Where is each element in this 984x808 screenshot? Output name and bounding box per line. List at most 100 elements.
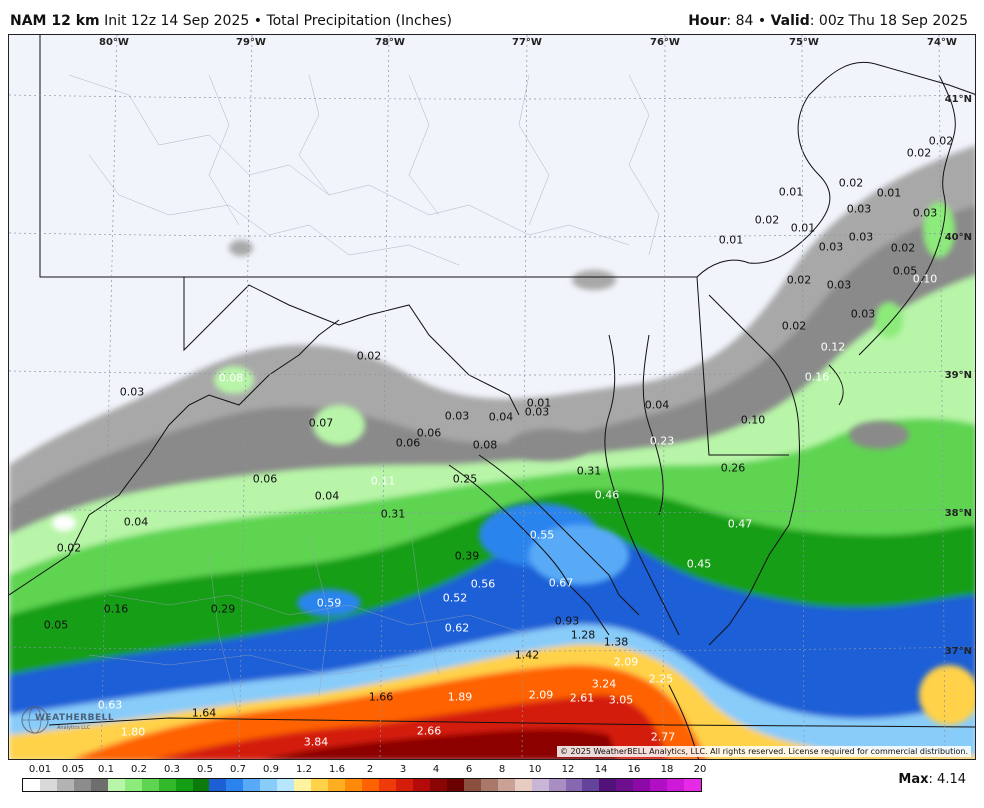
precip-value-label: 0.05 [43, 618, 69, 632]
precip-value-label: 0.31 [576, 464, 602, 478]
precip-value-label: 0.26 [720, 461, 746, 475]
precip-value-label: 0.03 [524, 405, 550, 419]
precip-value-label: 0.03 [818, 240, 844, 254]
legend-swatch [192, 779, 210, 791]
legend-swatch [328, 779, 346, 791]
legend-swatch [124, 779, 142, 791]
legend-swatch [582, 779, 600, 791]
precip-value-label: 0.03 [846, 202, 872, 216]
legend-tick-label: 18 [660, 764, 674, 775]
state-borders [9, 35, 975, 759]
precip-value-label: 1.64 [191, 706, 217, 720]
precip-value-label: 0.47 [727, 517, 753, 531]
legend-tick-label: 2 [366, 764, 374, 775]
legend-tick-label: 12 [561, 764, 575, 775]
precip-value-label: 1.28 [570, 628, 596, 642]
precip-value-label: 0.03 [912, 206, 938, 220]
precip-value-label: 0.11 [370, 474, 396, 488]
precip-value-label: 2.77 [650, 730, 676, 744]
precip-value-label: 0.03 [826, 278, 852, 292]
logo-text: WEATHERBELL [35, 713, 115, 723]
precip-value-label: 0.06 [252, 472, 278, 486]
lon-label-77w: 77°W [512, 37, 542, 48]
precip-value-label: 0.62 [444, 621, 470, 635]
precip-value-label: 0.52 [442, 591, 468, 605]
precip-value-label: 0.63 [97, 698, 123, 712]
map-canvas [9, 35, 975, 759]
precip-value-label: 0.02 [56, 541, 82, 555]
precip-value-label: 0.02 [356, 349, 382, 363]
legend-tick-label: 10 [528, 764, 542, 775]
legend-tick-label: 0.2 [131, 764, 147, 775]
precip-value-label: 2.09 [613, 655, 639, 669]
legend-swatch [463, 779, 481, 791]
lon-label-75w: 75°W [789, 37, 819, 48]
precip-value-label: 1.89 [447, 690, 473, 704]
precip-value-label: 0.46 [594, 488, 620, 502]
precip-value-label: 0.08 [472, 438, 498, 452]
legend-swatch [175, 779, 193, 791]
precip-value-label: 0.16 [804, 370, 830, 384]
precip-value-label: 2.66 [416, 724, 442, 738]
precip-value-label: 0.25 [452, 472, 478, 486]
precip-field [9, 145, 975, 759]
precip-value-label: 0.03 [848, 230, 874, 244]
precip-value-label: 0.01 [876, 186, 902, 200]
precip-value-label: 0.03 [444, 409, 470, 423]
header-separator: • [253, 13, 262, 29]
header-separator-2: • [757, 13, 767, 29]
precip-value-label: 2.09 [528, 688, 554, 702]
precip-value-label: 1.38 [603, 635, 629, 649]
legend-swatch [73, 779, 91, 791]
legend-tick-label: 3 [399, 764, 407, 775]
legend-swatch [226, 779, 244, 791]
color-legend: 0.01 0.05 0.1 0.2 0.3 0.5 0.7 0.9 1.2 1.6 2 3 4 6 8 10 1… [22, 764, 706, 794]
hour-label: Hour [688, 13, 727, 29]
precip-value-label: 1.66 [368, 690, 394, 704]
precip-value-label: 0.55 [529, 528, 555, 542]
precip-value-label: 0.05 [892, 264, 918, 278]
lat-label-38n: 38°N [944, 508, 972, 519]
legend-swatch [362, 779, 380, 791]
legend-swatch [294, 779, 312, 791]
legend-swatch [90, 779, 108, 791]
precip-value-label: 0.12 [820, 340, 846, 354]
lon-label-80w: 80°W [99, 37, 129, 48]
precip-value-label: 0.06 [416, 426, 442, 440]
precip-value-label: 0.04 [314, 489, 340, 503]
logo-subtext: Analytics LLC [57, 725, 91, 731]
legend-tick-label: 0.3 [164, 764, 180, 775]
legend-tick-label: 0.7 [230, 764, 246, 775]
legend-tick-label: 0.1 [98, 764, 114, 775]
init-time: Init 12z 14 Sep 2025 [104, 13, 250, 29]
legend-swatch [158, 779, 176, 791]
legend-tick-label: 0.01 [28, 764, 52, 775]
precip-map[interactable]: 80°W 79°W 78°W 77°W 76°W 75°W 74°W 41°N … [8, 34, 976, 760]
lon-label-76w: 76°W [650, 37, 680, 48]
legend-swatch [395, 779, 413, 791]
legend-swatch [599, 779, 617, 791]
legend-tick-label: 0.5 [197, 764, 213, 775]
precip-value-label: 0.02 [786, 273, 812, 287]
lon-label-79w: 79°W [236, 37, 266, 48]
county-lines [68, 74, 660, 716]
header-title: NAM 12 km Init 12z 14 Sep 2025 • Total P… [10, 13, 452, 29]
legend-swatch [650, 779, 668, 791]
legend-tick-label: 0.05 [61, 764, 85, 775]
header-valid: Hour: 84 • Valid: 00z Thu 18 Sep 2025 [688, 13, 968, 29]
precip-value-label: 0.45 [686, 557, 712, 571]
legend-tick-label: 8 [498, 764, 506, 775]
max-value: 4.14 [937, 772, 966, 787]
lat-label-39n: 39°N [944, 370, 972, 381]
legend-tick-label: 4 [432, 764, 440, 775]
valid-value: 00z Thu 18 Sep 2025 [818, 13, 968, 29]
precip-value-label: 0.01 [778, 185, 804, 199]
legend-swatch [565, 779, 583, 791]
legend-swatch [39, 779, 57, 791]
precip-value-label: 0.93 [554, 614, 580, 628]
legend-tick-label: 16 [627, 764, 641, 775]
max-value-readout: Max: 4.14 [898, 772, 966, 787]
precip-value-label: 0.01 [526, 396, 552, 410]
lat-label-41n: 41°N [944, 94, 972, 105]
precip-value-label: 3.24 [591, 677, 617, 691]
